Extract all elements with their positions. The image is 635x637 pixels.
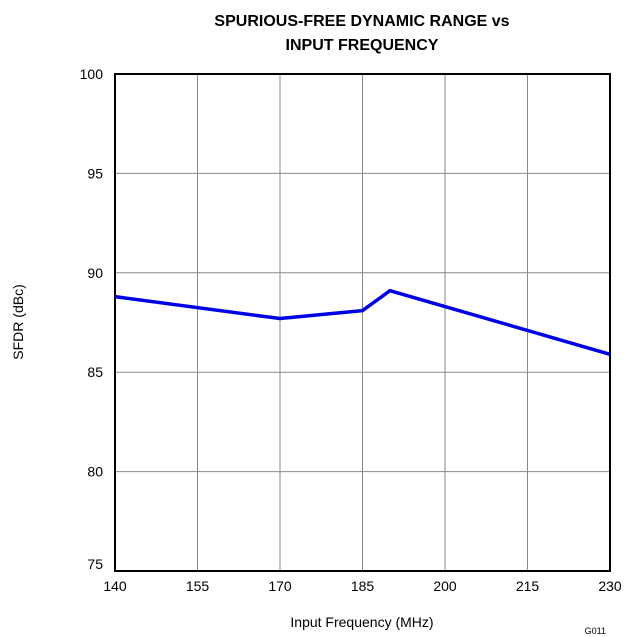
x-axis-label: Input Frequency (MHz) [290, 614, 433, 630]
x-tick-label: 155 [186, 578, 210, 594]
y-tick-label: 80 [87, 464, 103, 480]
plot-frame [114, 73, 611, 572]
data-line [114, 288, 611, 356]
x-tick-label: 185 [351, 578, 375, 594]
x-tick-label: 140 [103, 578, 127, 594]
y-tick-label: 85 [87, 364, 103, 380]
x-tick-label: 230 [598, 578, 622, 594]
y-tick-label: 100 [80, 66, 104, 82]
y-tick-label: 95 [87, 165, 103, 181]
chart-title: SPURIOUS-FREE DYNAMIC RANGE vs [214, 13, 509, 30]
x-tick-label: 215 [516, 578, 540, 594]
y-axis-label: SFDR (dBc) [10, 284, 26, 359]
x-tick-label: 170 [268, 578, 292, 594]
x-tick-label: 200 [433, 578, 457, 594]
annotation: G011 [585, 626, 606, 636]
y-tick-label: 90 [87, 265, 103, 281]
chart-title: INPUT FREQUENCY [286, 37, 439, 54]
y-tick-label: 75 [87, 556, 103, 572]
